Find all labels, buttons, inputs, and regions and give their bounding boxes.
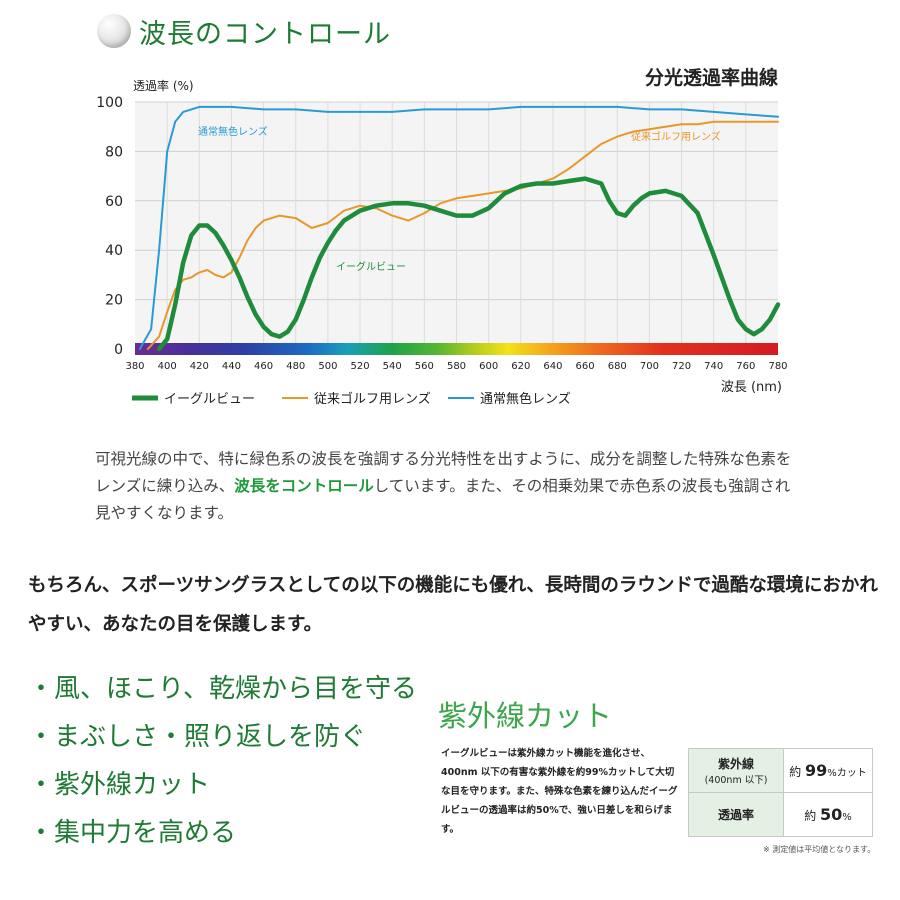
description-paragraph: 可視光線の中で、特に緑色系の波長を強調する分光特性を出すように、成分を調整した特…: [95, 446, 795, 527]
uv-value-cell: 約 99%カット: [783, 748, 873, 793]
uv-value: 99: [805, 761, 828, 780]
y-tick-label: 100: [96, 95, 123, 111]
feature-item: ・風、ほこり、乾燥から目を守る: [28, 674, 417, 704]
para-after: しています。また、その相乗効果で赤色系の波長も強調され見やすくなります。: [95, 477, 791, 522]
x-tick-label: 720: [672, 361, 691, 372]
footnote: ※ 測定値は平均値となります。: [763, 845, 876, 854]
legend-label: イーグルビュー: [164, 392, 255, 407]
feature-item: ・まぶしさ・照り返しを防ぐ: [28, 722, 367, 752]
y-tick-label: 60: [105, 194, 123, 210]
y-tick-label: 40: [105, 243, 123, 259]
y-axis-label: 透過率 (%): [133, 78, 194, 93]
legend-label: 通常無色レンズ: [480, 391, 571, 407]
y-tick-label: 80: [105, 144, 123, 160]
uv-header: 紫外線: [717, 757, 754, 771]
legend-label: 従来ゴルフ用レンズ: [314, 391, 431, 407]
uv-unit: %カット: [827, 768, 867, 779]
lead-text: もちろん、スポーツサングラスとしての以下の機能にも優れ、長時間のラウンドで過酷な…: [28, 575, 878, 635]
x-tick-label: 700: [640, 361, 659, 372]
y-tick-label: 0: [114, 342, 123, 358]
series-line: [156, 176, 781, 352]
feature-item: ・紫外線カット: [28, 770, 211, 800]
x-tick-label: 500: [318, 361, 337, 372]
chart-title: 分光透過率曲線: [645, 66, 778, 89]
para-before: 可視光線の中で、特に緑色系の波長を強調する分光特性を出すように、成分を調整した特…: [95, 450, 792, 495]
y-tick-label: 20: [105, 293, 123, 309]
x-tick-label: 600: [479, 361, 498, 372]
x-tick-label: 560: [415, 361, 434, 372]
para-highlight: 波長をコントロール: [234, 477, 374, 495]
table-row: 透過率 約 50%: [688, 792, 873, 837]
x-tick-label: 780: [768, 361, 787, 372]
transmittance-unit: %: [842, 812, 852, 823]
spec-table: 紫外線 (400nm 以下) 約 99%カット 透過率 約 50%: [688, 748, 873, 837]
transmittance-prefix: 約: [804, 809, 817, 823]
transmittance-value: 50: [820, 805, 843, 824]
feature-item: ・集中力を高める: [28, 818, 237, 848]
series-line: [146, 120, 779, 350]
x-tick-label: 620: [511, 361, 530, 372]
x-tick-label: 380: [125, 361, 144, 372]
x-tick-label: 760: [736, 361, 755, 372]
uv-description: イーグルビューは紫外線カット機能を進化させ、400nm 以下の有害な紫外線を約9…: [441, 748, 678, 835]
uv-header-cell: 紫外線 (400nm 以下): [688, 748, 784, 793]
x-tick-label: 420: [190, 361, 209, 372]
transmittance-header: 透過率: [717, 808, 754, 822]
series-annotation: 従来ゴルフ用レンズ: [631, 130, 721, 143]
series-annotation: イーグルビュー: [336, 260, 406, 273]
uv-title: 紫外線カット: [438, 699, 613, 733]
x-tick-label: 740: [704, 361, 723, 372]
x-tick-label: 660: [576, 361, 595, 372]
x-tick-label: 580: [447, 361, 466, 372]
x-tick-label: 460: [254, 361, 273, 372]
uv-header-sub: (400nm 以下): [704, 775, 768, 786]
section-title: 波長のコントロール: [139, 19, 391, 50]
x-tick-label: 400: [158, 361, 177, 372]
x-tick-label: 680: [608, 361, 627, 372]
transmittance-header-cell: 透過率: [688, 792, 784, 837]
x-tick-label: 640: [543, 361, 562, 372]
table-row: 紫外線 (400nm 以下) 約 99%カット: [688, 748, 873, 793]
series-line: [138, 105, 779, 350]
x-axis-label: 波長 (nm): [721, 380, 782, 395]
x-tick-label: 520: [351, 361, 370, 372]
spectral-chart: 分光透過率曲線 透過率 (%) 0 20 40 60 80 100 380 400 420 44…: [96, 66, 787, 407]
x-tick-label: 440: [222, 361, 241, 372]
series-annotation: 通常無色レンズ: [198, 125, 268, 138]
uv-prefix: 約: [789, 765, 802, 779]
golf-ball-icon: [97, 14, 131, 48]
x-tick-label: 480: [286, 361, 305, 372]
spectrum-bar: [135, 343, 778, 355]
x-tick-label: 540: [383, 361, 402, 372]
transmittance-value-cell: 約 50%: [783, 792, 873, 837]
